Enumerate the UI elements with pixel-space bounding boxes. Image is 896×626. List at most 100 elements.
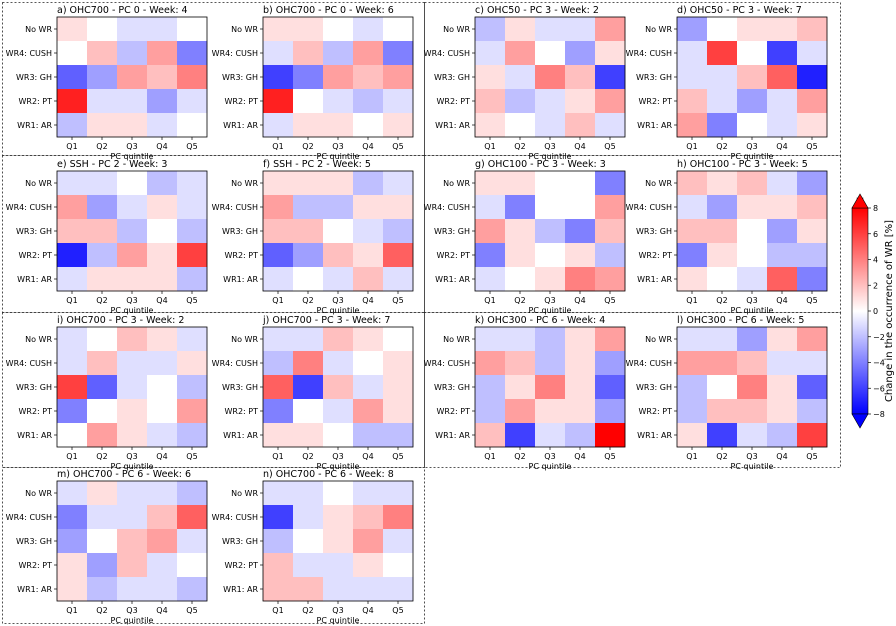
x-tick-label: Q2 — [716, 142, 727, 151]
heatmap-cell — [323, 219, 354, 244]
heatmap-cell — [57, 267, 88, 292]
heatmap-cell — [57, 41, 88, 66]
heatmap-cell — [263, 113, 294, 138]
x-tick-label: Q5 — [604, 296, 615, 305]
x-tick-label: Q3 — [746, 142, 757, 151]
x-axis-label: PC quintile — [529, 462, 572, 471]
panel-title: f) SSH - PC 2 - Week: 5 — [263, 159, 371, 170]
x-tick-label: Q3 — [126, 142, 137, 151]
y-tick-label: WR4: CUSH — [626, 49, 672, 58]
x-tick-label: Q1 — [686, 296, 697, 305]
y-tick-label: WR3: GH — [222, 73, 258, 82]
colorbar-tick-label: −2 — [873, 333, 885, 342]
heatmap-cell — [797, 195, 828, 220]
heatmap-cell — [505, 219, 536, 244]
heatmap-panel: d) OHC50 - PC 3 - Week: 7 No WR WR4: CUSH W… — [626, 5, 828, 161]
x-axis-label: PC quintile — [317, 462, 360, 471]
heatmap-cell — [383, 529, 414, 554]
heatmap-cell — [263, 375, 294, 400]
group-border-1 — [2, 2, 425, 156]
heatmap-cell — [177, 267, 208, 292]
y-tick-label: WR2: PT — [638, 407, 672, 416]
heatmap-cell — [737, 41, 768, 66]
x-tick-label: Q5 — [186, 296, 197, 305]
heatmap-cell — [797, 267, 828, 292]
heatmap-cell — [263, 89, 294, 114]
heatmap-cell — [57, 351, 88, 376]
heatmap-cell — [677, 267, 708, 292]
x-tick-label: Q5 — [806, 452, 817, 461]
y-tick-label: WR4: CUSH — [212, 359, 258, 368]
heatmap-cell — [293, 17, 324, 42]
x-tick-label: Q4 — [574, 452, 585, 461]
heatmap-cell — [57, 65, 88, 90]
heatmap-cell — [323, 351, 354, 376]
heatmap-cell — [57, 171, 88, 196]
heatmap-cell — [293, 195, 324, 220]
heatmap-cell — [565, 375, 596, 400]
y-tick-label: No WR — [231, 179, 258, 188]
heatmap-cell — [263, 171, 294, 196]
heatmap-cell — [565, 195, 596, 220]
x-axis-label: PC quintile — [111, 306, 154, 315]
y-tick-label: WR1: AR — [17, 275, 52, 284]
heatmap-cell — [535, 219, 566, 244]
heatmap-cell — [767, 17, 798, 42]
panel-title: j) OHC700 - PC 3 - Week: 7 — [262, 315, 390, 326]
x-tick-label: Q1 — [66, 142, 77, 151]
colorbar-top-cap — [851, 193, 869, 209]
x-tick-label: Q2 — [514, 296, 525, 305]
heatmap-cell — [87, 267, 118, 292]
heatmap-cell — [353, 267, 384, 292]
heatmap-panel: i) OHC700 - PC 3 - Week: 2 No WR WR4: CUSH… — [6, 315, 208, 471]
heatmap-cell — [177, 243, 208, 268]
heatmap-cell — [353, 17, 384, 42]
heatmap-cell — [505, 41, 536, 66]
panel-title: a) OHC700 - PC 0 - Week: 4 — [57, 5, 188, 16]
heatmap-cell — [323, 505, 354, 530]
heatmap-cell — [797, 65, 828, 90]
heatmap-cell — [293, 243, 324, 268]
heatmap-cell — [147, 529, 178, 554]
x-tick-label: Q1 — [272, 606, 283, 615]
heatmap-cell — [475, 423, 506, 448]
x-tick-label: Q4 — [156, 452, 167, 461]
heatmap-cell — [353, 171, 384, 196]
heatmap-cell — [117, 399, 148, 424]
heatmap-cell — [293, 553, 324, 578]
x-tick-label: Q5 — [806, 142, 817, 151]
y-tick-label: WR1: AR — [17, 585, 52, 594]
heatmap-cell — [177, 41, 208, 66]
heatmap-cell — [353, 529, 384, 554]
heatmap-cell — [475, 267, 506, 292]
heatmap-cell — [353, 423, 384, 448]
heatmap-cell — [57, 553, 88, 578]
x-tick-label: Q3 — [126, 606, 137, 615]
heatmap-cell — [293, 89, 324, 114]
heatmap-cell — [595, 399, 626, 424]
heatmap-cell — [87, 65, 118, 90]
heatmap-cell — [147, 423, 178, 448]
x-tick-label: Q5 — [186, 606, 197, 615]
heatmap-cell — [475, 243, 506, 268]
heatmap-cell — [767, 399, 798, 424]
x-tick-label: Q4 — [776, 142, 787, 151]
heatmap-cell — [87, 171, 118, 196]
heatmap-cell — [87, 577, 118, 602]
heatmap-panel: e) SSH - PC 2 - Week: 3 No WR WR4: CUSH WR3… — [6, 159, 208, 315]
heatmap-cell — [293, 423, 324, 448]
y-tick-label: WR2: PT — [18, 251, 52, 260]
heatmap-cell — [57, 423, 88, 448]
heatmap-cell — [323, 553, 354, 578]
heatmap-cell — [737, 171, 768, 196]
x-tick-label: Q2 — [96, 452, 107, 461]
heatmap-cell — [707, 399, 738, 424]
heatmap-cell — [475, 327, 506, 352]
y-tick-label: WR2: PT — [224, 97, 258, 106]
y-tick-label: WR4: CUSH — [6, 359, 52, 368]
y-tick-label: WR3: GH — [222, 537, 258, 546]
heatmap-cell — [737, 65, 768, 90]
heatmap-panel: f) SSH - PC 2 - Week: 5 No WR WR4: CUSH WR3… — [212, 159, 414, 315]
heatmap-cell — [353, 481, 384, 506]
y-tick-label: WR4: CUSH — [212, 513, 258, 522]
